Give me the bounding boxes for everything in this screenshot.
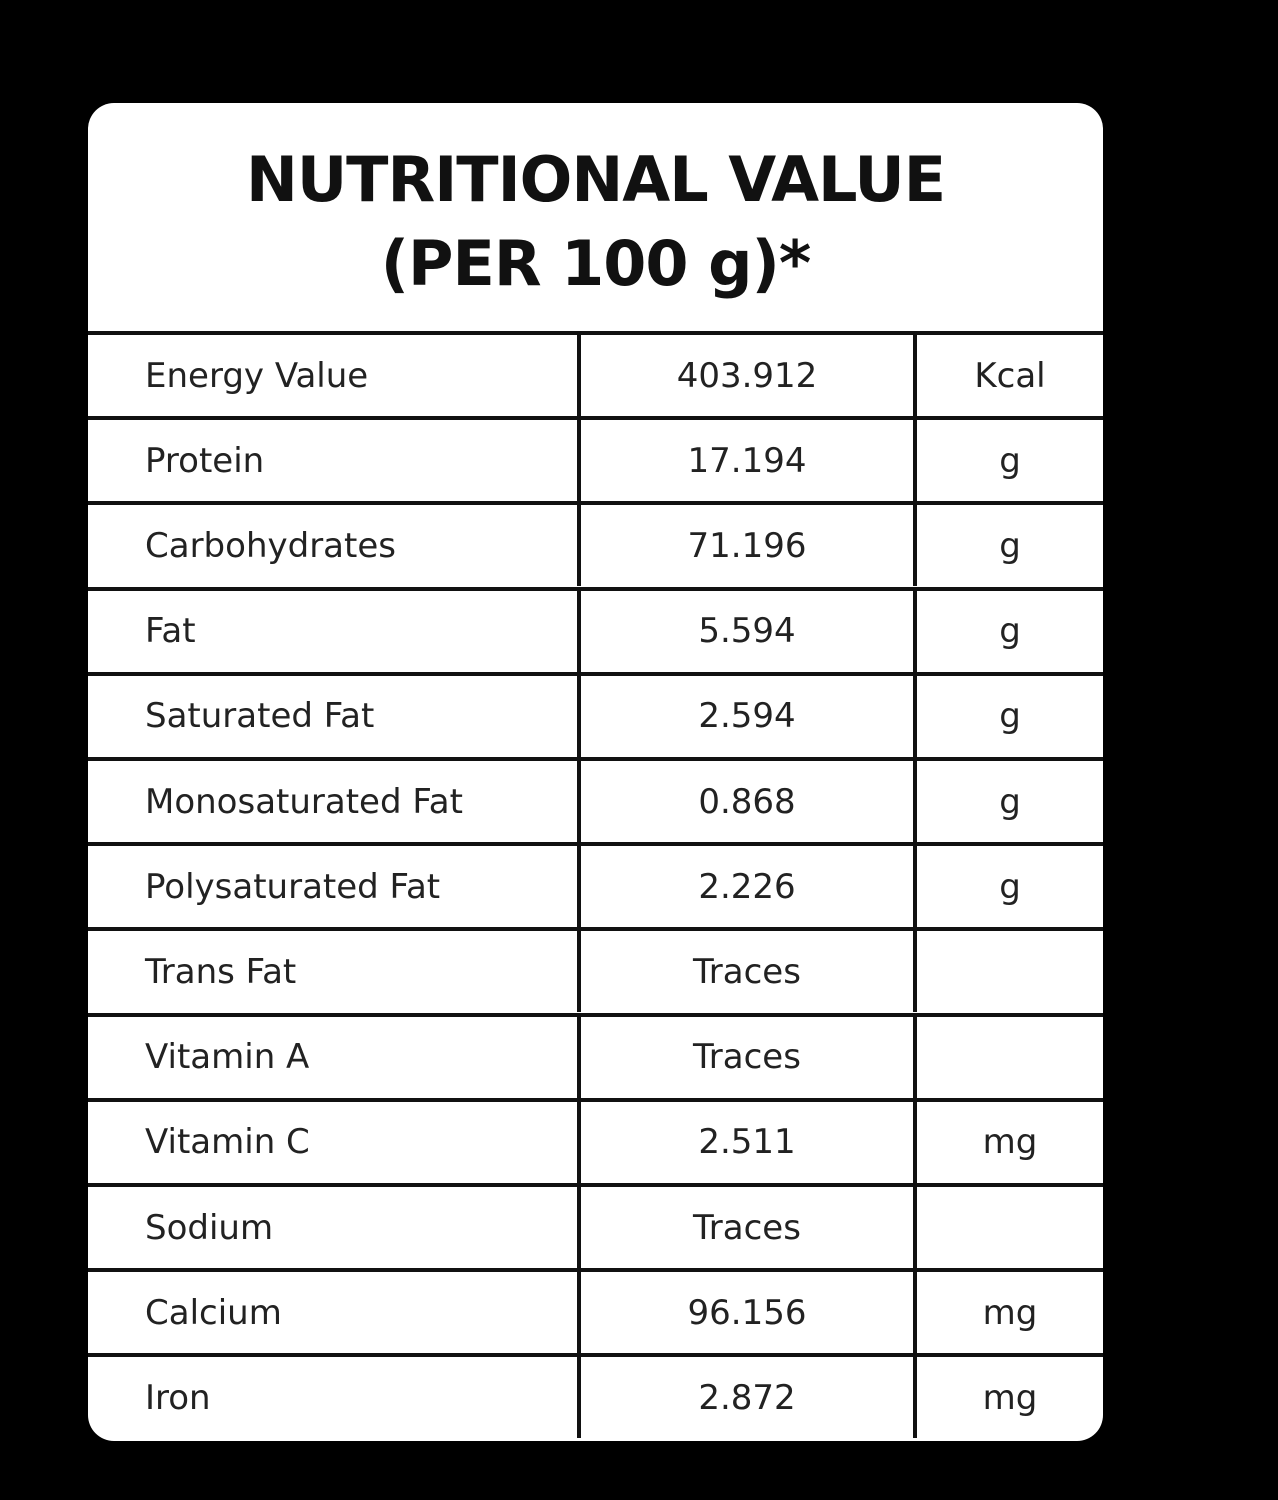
nutrient-name: Calcium [145, 1292, 282, 1333]
nutrient-amount: 71.196 [577, 505, 913, 587]
table-row: Energy Value 403.912 Kcal [88, 331, 1103, 416]
table-row: Sodium Traces [88, 1183, 1103, 1268]
nutrient-unit [913, 1187, 1103, 1268]
nutrient-unit [913, 1016, 1103, 1098]
nutrient-unit: g [913, 761, 1103, 842]
header: NUTRITIONAL VALUE (PER 100 g)* [88, 103, 1103, 333]
nutrition-card: NUTRITIONAL VALUE (PER 100 g)* Energy Va… [88, 103, 1103, 1441]
nutrient-name: Carbohydrates [145, 525, 396, 566]
nutrient-unit [913, 931, 1103, 1013]
nutrient-amount: Traces [577, 1187, 913, 1268]
nutrient-name: Monosaturated Fat [145, 781, 463, 822]
nutrient-amount: 2.226 [577, 846, 913, 928]
nutrient-unit: g [913, 590, 1103, 672]
nutrient-unit: mg [913, 1357, 1103, 1439]
nutrient-unit: Kcal [913, 335, 1103, 416]
nutrient-unit: g [913, 420, 1103, 502]
nutrient-name: Saturated Fat [145, 696, 375, 737]
nutrient-name: Vitamin A [145, 1037, 310, 1078]
nutrient-name: Sodium [145, 1207, 274, 1248]
nutrient-name: Trans Fat [145, 951, 297, 992]
nutrient-amount: 2.594 [577, 675, 913, 757]
title: NUTRITIONAL VALUE [245, 143, 946, 216]
nutrient-amount: Traces [577, 1016, 913, 1098]
nutrient-amount: 5.594 [577, 590, 913, 672]
nutrient-name: Polysaturated Fat [145, 866, 441, 907]
nutrient-name: Energy Value [145, 355, 369, 396]
nutrient-amount: 0.868 [577, 761, 913, 842]
nutrient-unit: g [913, 675, 1103, 757]
nutrient-unit: g [913, 846, 1103, 928]
table-row: Vitamin A Traces [88, 1012, 1103, 1098]
table-row: Calcium 96.156 mg [88, 1268, 1103, 1354]
table-row: Protein 17.194 g [88, 416, 1103, 502]
table-row: Carbohydrates 71.196 g [88, 501, 1103, 587]
nutrient-amount: 96.156 [577, 1272, 913, 1354]
nutrient-unit: mg [913, 1101, 1103, 1183]
subtitle: (PER 100 g)* [380, 227, 812, 300]
nutrient-unit: g [913, 505, 1103, 587]
table-row: Vitamin C 2.511 mg [88, 1097, 1103, 1183]
table-row: Iron 2.872 mg [88, 1353, 1103, 1439]
nutrient-amount: 403.912 [577, 335, 913, 416]
nutrient-amount: 2.511 [577, 1101, 913, 1183]
nutrient-name: Fat [145, 611, 196, 652]
nutrient-unit: mg [913, 1272, 1103, 1354]
nutrient-name: Iron [145, 1377, 211, 1418]
table-row: Monosaturated Fat 0.868 g [88, 757, 1103, 842]
nutrient-name: Protein [145, 440, 265, 481]
nutrient-amount: 2.872 [577, 1357, 913, 1439]
nutrient-amount: 17.194 [577, 420, 913, 502]
table-row: Saturated Fat 2.594 g [88, 671, 1103, 757]
nutrient-name: Vitamin C [145, 1122, 310, 1163]
table-row: Polysaturated Fat 2.226 g [88, 842, 1103, 928]
nutrient-amount: Traces [577, 931, 913, 1013]
table-row: Trans Fat Traces [88, 927, 1103, 1013]
table-row: Fat 5.594 g [88, 586, 1103, 672]
